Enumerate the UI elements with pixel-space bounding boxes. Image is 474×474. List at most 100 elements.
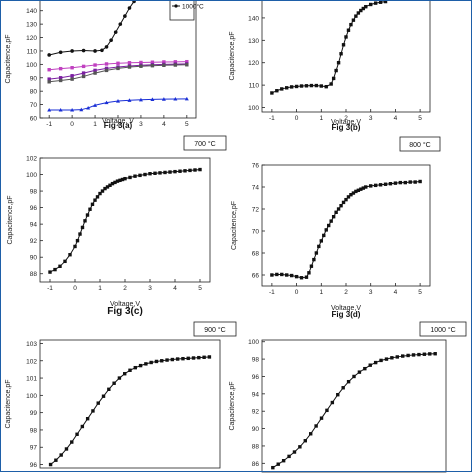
- data-point: [85, 417, 90, 421]
- data-point: [351, 18, 356, 22]
- figure-caption: Fig 3(c): [107, 306, 143, 317]
- data-point: [312, 257, 316, 262]
- data-point: [100, 48, 104, 53]
- data-point: [127, 6, 132, 10]
- data-point: [101, 394, 106, 398]
- data-point: [413, 180, 417, 184]
- x-tick-label: 4: [173, 285, 177, 292]
- data-point: [361, 6, 365, 11]
- data-point: [143, 172, 147, 177]
- data-point: [173, 63, 178, 67]
- y-tick-label: 100: [248, 339, 259, 346]
- y-tick-label: 88: [30, 271, 38, 278]
- data-point: [90, 202, 95, 206]
- data-point: [103, 186, 107, 191]
- data-point: [184, 96, 189, 101]
- data-layer-c: [48, 167, 202, 274]
- y-axis-label: Capacitence,pF: [7, 195, 14, 244]
- data-point: [393, 181, 398, 185]
- panel-b: 100 110 120 130 140 -1 0 1 2 3 4 5 Voltage,V Capacite…: [229, 0, 431, 132]
- data-point: [78, 232, 82, 236]
- data-point: [88, 207, 92, 211]
- y-tick-label: 99: [30, 410, 38, 417]
- data-point: [289, 85, 294, 89]
- data-point: [150, 64, 155, 68]
- panel-e: 96 97 98 99 100 101 102 103 Capacitence,pF 900 °C: [5, 321, 237, 469]
- data-point: [118, 178, 122, 183]
- data-point: [341, 43, 346, 47]
- data-point: [298, 445, 302, 449]
- data-point: [373, 360, 378, 365]
- data-point: [185, 63, 189, 67]
- x-tick-label: 0: [73, 285, 77, 292]
- data-point: [336, 393, 340, 397]
- data-point: [123, 372, 127, 376]
- x-tick-label: 3: [139, 121, 143, 128]
- y-tick-label: 100: [26, 393, 37, 400]
- y-tick-label: 70: [30, 102, 38, 109]
- data-point: [104, 45, 109, 49]
- y-tick-label: 100: [248, 105, 259, 112]
- figure-caption: Fig 3(a): [104, 121, 133, 130]
- data-point: [96, 401, 100, 405]
- data-point: [123, 14, 127, 18]
- x-axis-label: Voltage,V: [331, 305, 361, 312]
- data-point: [270, 273, 274, 277]
- data-point: [68, 253, 72, 257]
- data-point: [73, 244, 77, 249]
- data-point: [422, 352, 427, 356]
- data-point: [128, 368, 132, 372]
- data-point: [401, 354, 405, 358]
- data-point: [388, 182, 393, 186]
- y-tick-label: 96: [30, 205, 38, 212]
- data-point: [319, 416, 324, 420]
- data-point: [317, 244, 321, 249]
- data-point: [354, 189, 358, 194]
- data-point: [364, 5, 368, 9]
- data-point: [336, 61, 341, 65]
- data-point: [115, 179, 120, 183]
- temperature-label: 900 °C: [204, 326, 225, 334]
- plot-area-f: [261, 339, 447, 473]
- y-tick-label: 80: [30, 89, 38, 96]
- data-point: [48, 270, 52, 274]
- data-point: [191, 356, 196, 360]
- data-point: [148, 172, 152, 176]
- data-point: [339, 52, 343, 56]
- data-point: [105, 185, 110, 189]
- data-point: [270, 91, 274, 95]
- data-point: [144, 362, 148, 366]
- data-point: [275, 89, 279, 93]
- y-tick-label: 86: [252, 461, 260, 468]
- data-point: [294, 274, 299, 279]
- data-point: [319, 239, 323, 243]
- data-point: [83, 219, 87, 223]
- plot-area-e: [39, 339, 221, 469]
- data-point: [314, 251, 319, 255]
- data-point: [324, 84, 328, 89]
- y-tick-label: 110: [27, 48, 38, 55]
- temperature-box: [419, 321, 467, 337]
- data-point: [93, 198, 97, 202]
- y-tick-label: 97: [30, 445, 38, 452]
- data-point: [379, 358, 383, 363]
- data-point: [70, 107, 75, 112]
- y-tick-label: 66: [252, 273, 260, 280]
- data-point: [173, 60, 178, 64]
- y-tick-label: 94: [252, 391, 260, 398]
- data-point: [70, 74, 74, 78]
- data-point: [93, 68, 97, 73]
- data-point: [47, 53, 51, 57]
- y-tick-label: 90: [30, 75, 38, 82]
- temperature-box: [193, 321, 237, 337]
- data-point: [120, 177, 125, 182]
- data-point: [344, 197, 348, 202]
- data-point: [162, 63, 166, 68]
- y-axis-label: Capacitence,pF: [231, 201, 238, 250]
- data-point: [117, 376, 122, 380]
- x-tick-label: 4: [394, 289, 398, 296]
- data-point: [324, 228, 328, 232]
- data-point: [304, 84, 309, 88]
- data-point: [58, 107, 63, 112]
- data-point: [85, 213, 90, 217]
